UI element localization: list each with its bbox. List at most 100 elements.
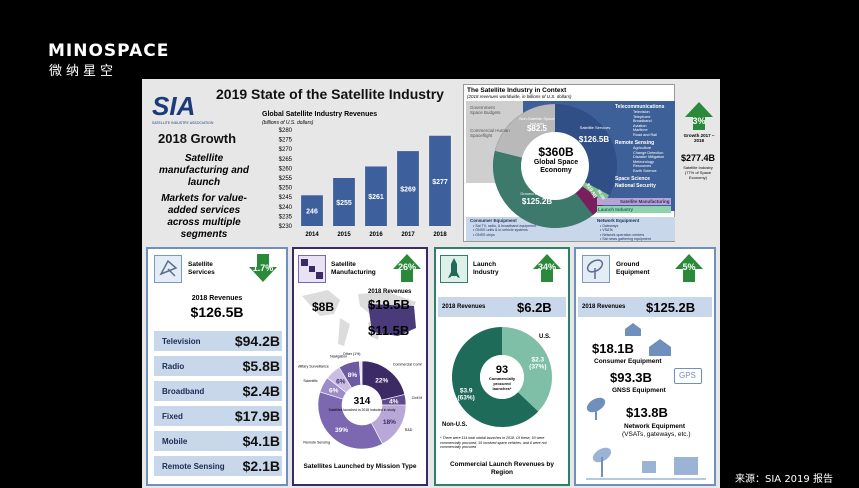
service-row-value: $5.8B: [242, 358, 280, 374]
network-list: • Gateways • VSATs • Network operation cen…: [600, 224, 651, 241]
ground-ctx-value: $125.2B: [521, 197, 553, 206]
house-icon: [649, 339, 671, 356]
mission-type-donut: 22% Commercial Communications 4% Civil Mili…: [298, 352, 422, 450]
context-center-label: Global Space Economy: [533, 159, 579, 174]
mission-slice-label: Other (1%): [343, 352, 361, 356]
mission-slice-label: Remote Sensing: [303, 440, 330, 444]
launch-us-label: U.S.: [539, 334, 551, 340]
mission-donut-center: 314: [354, 396, 371, 407]
revenue-bar: [333, 178, 355, 226]
bar-value-label: 246: [306, 209, 318, 216]
service-row: Television $94.2B: [154, 331, 282, 351]
growth-heading: 2018 Growth: [158, 131, 237, 146]
launch-slice-value: $3.9 (63%): [457, 387, 474, 401]
ground-consumer-label: Consumer Equipment: [594, 358, 662, 365]
list-item: Telephone: [633, 114, 651, 119]
ground-rev: $125.2B: [646, 300, 696, 315]
revenue-bar: [301, 195, 323, 226]
logo-chinese: 微纳星空: [49, 64, 118, 79]
consumer-ctx-label: Consumer Equipment: [470, 218, 517, 223]
service-row: Radio $5.8B: [154, 356, 282, 376]
ground-antenna-icon: [582, 255, 610, 283]
manufacturing-pct: 26%: [397, 262, 416, 272]
ground-ctx-label: Ground Equipment: [520, 191, 554, 196]
launch-title: Launch Industry: [473, 261, 499, 276]
list-item: • Network operation centers: [600, 232, 645, 237]
service-row-label: Broadband: [162, 387, 205, 396]
y-tick-label: $270: [279, 147, 293, 153]
telecom-label: Telecommunications: [615, 104, 665, 110]
list-item: • GNSS chips: [473, 232, 495, 237]
service-row: Broadband $2.4B: [154, 381, 282, 401]
list-item: Road and Rail: [633, 132, 658, 137]
y-tick-label: $235: [279, 214, 293, 220]
sat-services-label: Satellite Services: [579, 125, 611, 130]
services-table: Television $94.2B Radio $5.8B Broadband $2.4B…: [146, 329, 288, 479]
y-tick-label: $280: [279, 128, 293, 134]
chart-title: Global Satellite Industry Revenues: [262, 111, 378, 118]
sia-logo: SIA SATELLITE INDUSTRY ASSOCIATION: [152, 91, 214, 125]
list-item: Disaster Mitigation: [633, 155, 665, 160]
manufacturing-up-arrow-icon: [393, 254, 421, 282]
vsat-dish-icon: [586, 397, 606, 420]
growth-up-arrow-icon: [685, 102, 713, 130]
services-pct: 1.7%: [252, 263, 274, 273]
security-label: National Security: [615, 183, 656, 189]
manufacturing-title: Satellite Manufacturing: [331, 261, 376, 276]
satellite-icon: [298, 255, 326, 283]
comm-label: Commercial Human Spaceflight: [470, 128, 510, 138]
service-row-label: Television: [162, 337, 201, 346]
revenue-bar: [365, 166, 387, 226]
y-tick-label: $240: [279, 205, 293, 211]
y-tick-label: $260: [279, 166, 293, 172]
service-row-label: Fixed: [162, 412, 183, 421]
x-tick-label: 2017: [401, 232, 415, 238]
service-row-value: $94.2B: [234, 333, 280, 349]
chart-subtitle: (billions of U.S. dollars): [262, 120, 314, 126]
services-down-arrow-icon: [249, 254, 277, 282]
context-growth-pct: 3%: [692, 116, 706, 126]
gov-label: Government Space Budgets: [470, 105, 501, 115]
service-row-value: $2.1B: [242, 458, 280, 474]
mission-slice-value: 6%: [329, 388, 339, 395]
mission-donut-sub: Satellites launched in 2018 Included in …: [329, 408, 396, 412]
list-item: • Sat TV, radio, & broadband equipment: [473, 224, 537, 228]
list-item: Resources: [633, 164, 652, 169]
bar-value-label: $277: [432, 179, 448, 186]
service-row-value: $4.1B: [242, 433, 280, 449]
infographic-slide: SIA SATELLITE INDUSTRY ASSOCIATION 2019 …: [142, 79, 720, 488]
y-tick-label: $265: [279, 157, 293, 163]
y-tick-label: $255: [279, 176, 293, 182]
manufacturing-rev: $19.5B: [368, 297, 410, 312]
ground-rev-label: 2018 Revenues: [582, 304, 626, 310]
house-icon: [625, 323, 641, 336]
list-item: Television: [633, 110, 650, 114]
ground-up-arrow-icon: [675, 254, 703, 282]
network-ctx-label: Network Equipment: [597, 218, 640, 223]
service-row-value: $2.4B: [242, 383, 280, 399]
bar-value-label: $255: [336, 200, 352, 207]
science-label: Space Science: [615, 176, 651, 182]
ground-consumer-value: $18.1B: [592, 341, 634, 356]
x-tick-label: 2015: [337, 232, 351, 238]
services-rev-label: 2018 Revenues: [191, 295, 243, 302]
mission-slice-value: 18%: [383, 419, 396, 426]
mission-slice: [317, 391, 383, 450]
mission-slice-label: Civil Military Communications: [412, 396, 422, 400]
satellite-dish-icon: [154, 255, 182, 283]
revenue-bar: [429, 135, 451, 226]
list-item: Change Detection: [633, 150, 664, 155]
context-growth-label: Growth 2017 – 2018: [683, 133, 715, 143]
context-total: $277.4B: [680, 153, 716, 163]
service-row-label: Radio: [162, 362, 185, 371]
launch-up-arrow-icon: [533, 254, 561, 282]
services-title: Satellite Services: [188, 261, 215, 276]
mission-slice: [359, 360, 363, 386]
x-tick-label: 2016: [369, 232, 383, 238]
source-note: 来源：SIA 2019 报告: [735, 474, 833, 485]
list-item: Aviation: [633, 123, 647, 128]
mission-slice-value: 39%: [335, 427, 348, 434]
mission-slice-label: Navigation: [330, 354, 347, 358]
mission-slice-value: 6%: [336, 379, 346, 386]
services-rev: $126.5B: [190, 304, 244, 320]
